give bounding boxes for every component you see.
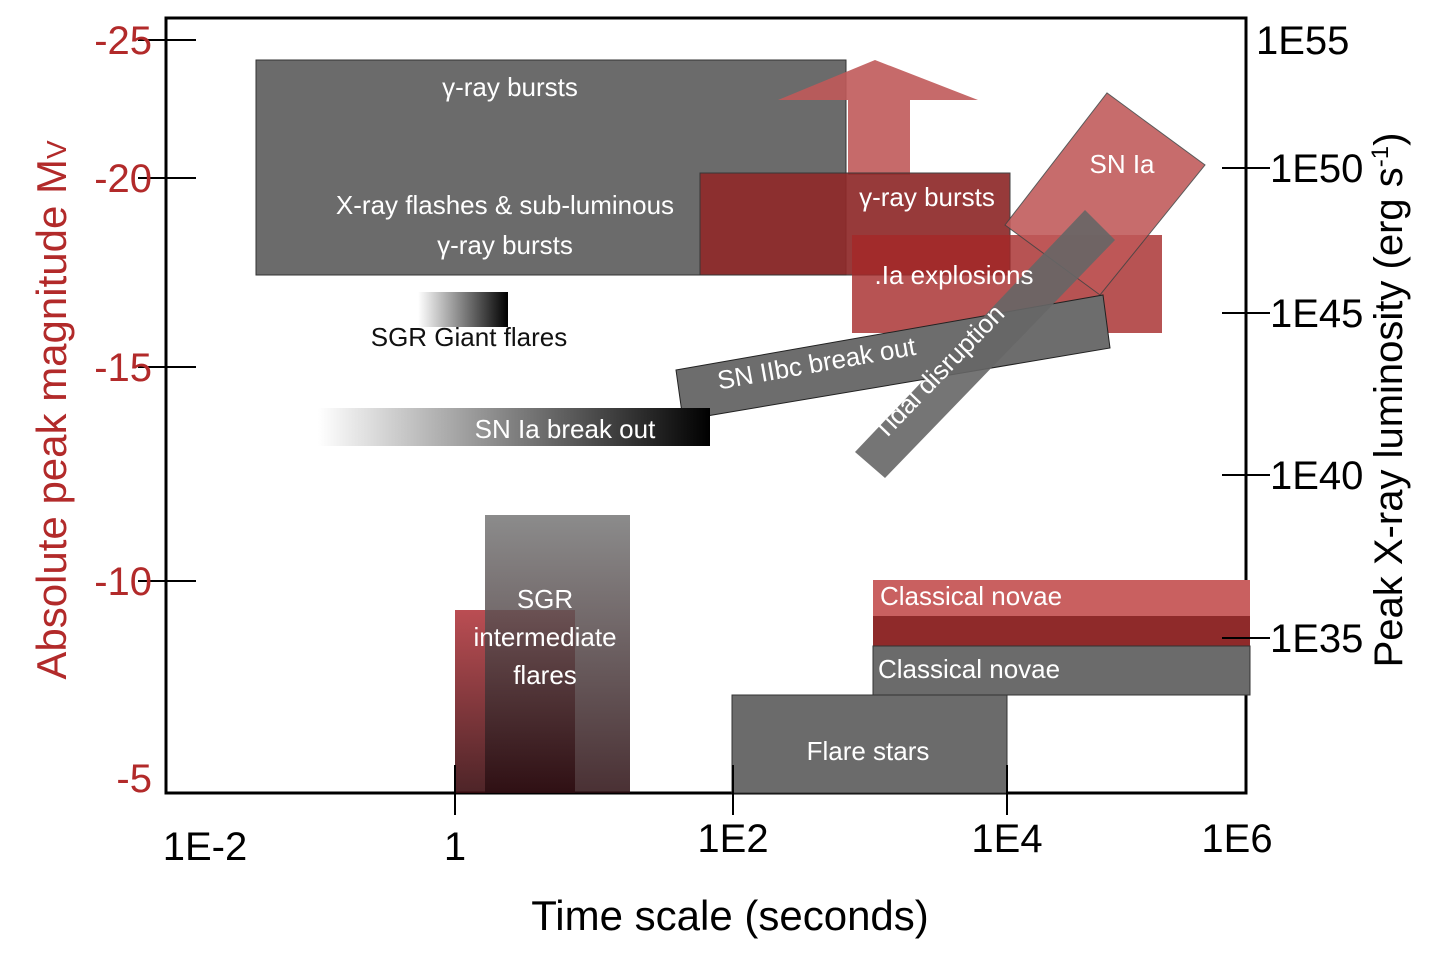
plot-frame — [164, 16, 1248, 795]
region-label: SN Ia — [1089, 149, 1155, 179]
right-tick-label: 1E40 — [1270, 454, 1363, 498]
bottom-tick-label: 1 — [444, 825, 466, 869]
region-label: SGR — [517, 584, 573, 614]
y2-axis-title-main: Peak X-ray luminosity (erg s — [1367, 167, 1411, 667]
bottom-axis — [454, 765, 1008, 815]
region-label: SGR Giant flares — [371, 322, 568, 352]
bottom-tick-label: 1E6 — [1201, 817, 1272, 861]
region-label: .Ia explosions — [875, 260, 1034, 290]
region-sgr-giant — [418, 292, 508, 327]
right-tick-label: 1E55 — [1256, 19, 1349, 63]
region-novae-optical — [872, 645, 1251, 696]
region-flare-stars — [731, 694, 1008, 794]
region-label: γ-ray bursts — [437, 230, 573, 260]
region-sgr-inter — [485, 515, 630, 793]
y2-axis-title: Peak X-ray luminosity (erg s-1) — [1367, 133, 1411, 668]
left-tick-label: -20 — [94, 157, 152, 201]
right-axis — [1222, 167, 1270, 639]
region-novae-overlap — [873, 616, 1250, 646]
y-axis-title: Absolute peak magnitude MV — [28, 140, 75, 680]
bottom-tick-label: 1E2 — [697, 817, 768, 861]
y-axis-title-main: Absolute peak magnitude M — [28, 159, 75, 680]
region-label: Classical novae — [878, 654, 1060, 684]
arrow — [778, 60, 978, 175]
y-axis-title-sub: V — [41, 140, 72, 159]
y2-axis-title-end: ) — [1367, 133, 1411, 146]
y2-axis-title-sup: -1 — [1367, 146, 1394, 167]
right-tick-label: 1E50 — [1270, 147, 1363, 191]
region-label: flares — [513, 660, 577, 690]
x-axis-title: Time scale (seconds) — [531, 892, 929, 939]
bottom-tick-label: 1E4 — [971, 817, 1042, 861]
left-tick-label: -25 — [94, 19, 152, 63]
left-tick-label: -5 — [116, 757, 152, 801]
left-tick-label: -15 — [94, 346, 152, 390]
region-label: SN Ia break out — [475, 414, 656, 444]
region-sn-ia-breakout — [318, 408, 710, 446]
right-tick-label: 1E35 — [1270, 617, 1363, 661]
region-label: X-ray flashes & sub-luminous — [336, 190, 674, 220]
region-label: Flare stars — [807, 736, 930, 766]
region-novae-xray — [873, 580, 1250, 616]
region-label: γ-ray bursts — [442, 72, 578, 102]
left-tick-label: -10 — [94, 560, 152, 604]
region-label: intermediate — [473, 622, 616, 652]
region-label: Classical novae — [880, 581, 1062, 611]
right-tick-label: 1E45 — [1270, 292, 1363, 336]
bottom-tick-label: 1E-2 — [163, 825, 248, 869]
region-label: γ-ray bursts — [859, 182, 995, 212]
left-axis — [138, 39, 196, 582]
region-tidal — [855, 210, 1115, 478]
